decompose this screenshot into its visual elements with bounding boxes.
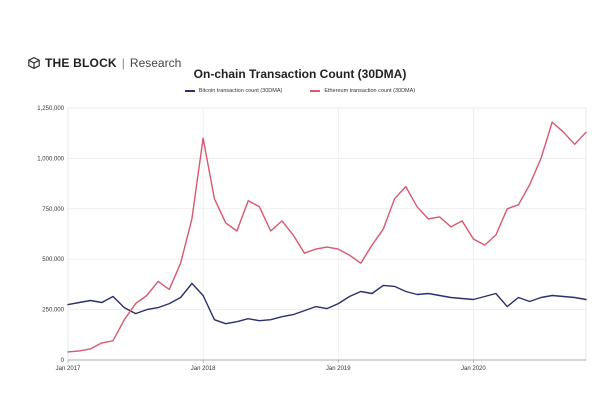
y-tick-label: 0 <box>61 358 65 364</box>
x-tick-label: Jan 2018 <box>191 366 216 372</box>
legend-swatch-ethereum <box>310 90 321 92</box>
x-tick-label: Jan 2017 <box>56 366 81 372</box>
y-tick-label: 750,000 <box>42 207 64 213</box>
brand-logo: THE BLOCK | Research <box>28 56 181 70</box>
grid-layer <box>67 107 587 361</box>
chart-legend: Bitcoin transaction count (30DMA) Ethere… <box>0 88 600 94</box>
plot-frame <box>67 107 587 361</box>
y-tick-label: 1,000,000 <box>37 156 64 162</box>
legend-item-bitcoin: Bitcoin transaction count (30DMA) <box>184 88 283 94</box>
series-line-ethereum <box>67 121 587 353</box>
y-tick-label: 1,250,000 <box>37 106 64 112</box>
brand-name: THE BLOCK <box>45 56 117 70</box>
legend-item-ethereum: Ethereum transaction count (30DMA) <box>310 88 415 94</box>
label-layer: 0 250,000 500,000 750,000 1,000,000 1,250,000… <box>37 106 486 372</box>
axis-layer <box>67 359 586 363</box>
legend-label-bitcoin: Bitcoin transaction count (30DMA) <box>198 88 283 94</box>
brand-subtitle: Research <box>129 56 182 70</box>
legend-swatch-bitcoin <box>184 90 195 92</box>
y-tick-label: 500,000 <box>42 257 64 263</box>
x-tick-label: Jan 2019 <box>326 366 351 372</box>
x-tick-label: Jan 2020 <box>461 366 486 372</box>
legend-label-ethereum: Ethereum transaction count (30DMA) <box>324 88 416 94</box>
chart-title: On-chain Transaction Count (30DMA) <box>193 67 407 81</box>
brand-separator: | <box>121 56 125 70</box>
series-layer <box>67 121 587 353</box>
cube-logo-icon <box>28 57 40 69</box>
series-line-bitcoin <box>67 282 587 325</box>
y-tick-label: 250,000 <box>42 308 64 314</box>
